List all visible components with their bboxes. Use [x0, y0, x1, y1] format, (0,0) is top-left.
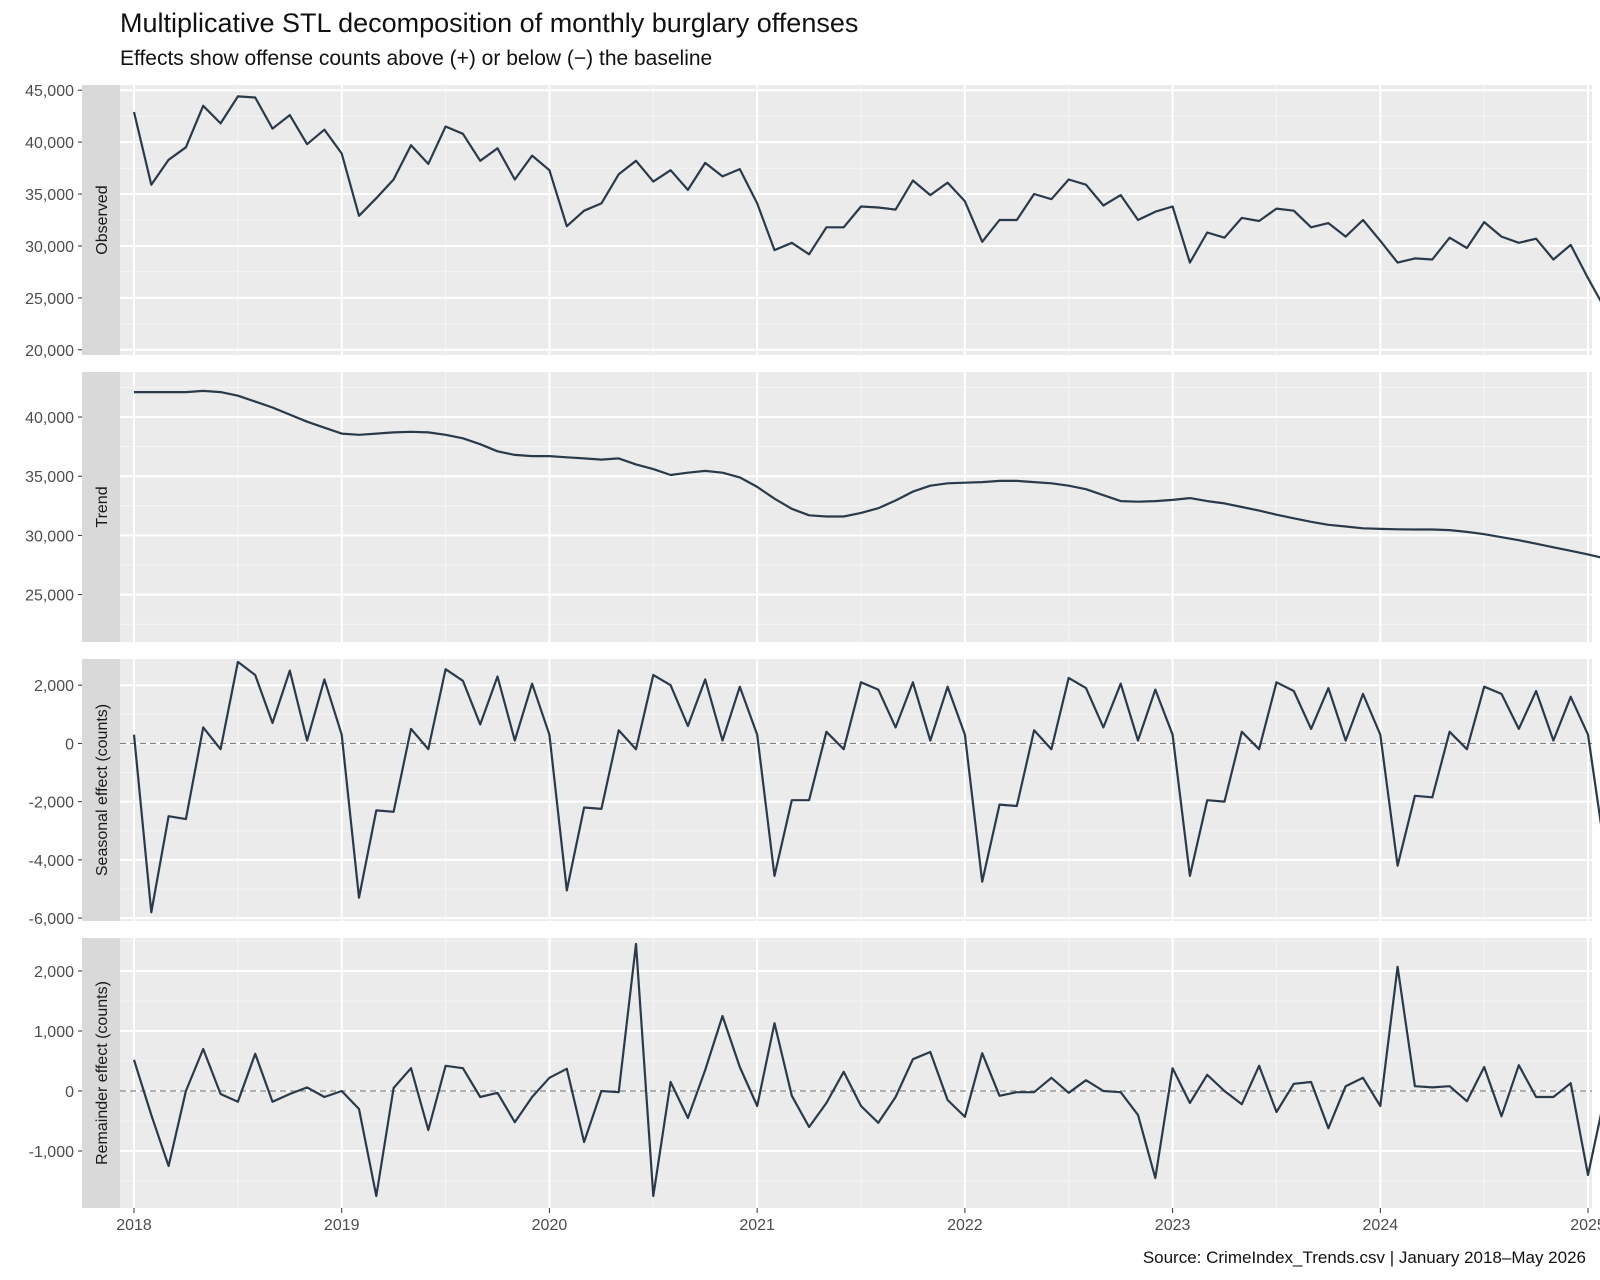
y-tick-label: 40,000 [25, 135, 74, 152]
panel-2: 25,000 30,000 35,000 40,000 Trend [25, 372, 1600, 642]
y-tick-label: 40,000 [25, 410, 74, 427]
y-tick-label: 2,000 [34, 964, 74, 981]
panel-strip [82, 938, 120, 1208]
panel-strip [82, 85, 120, 355]
panel-strip-label: Observed [94, 185, 111, 254]
y-tick-label: 25,000 [25, 588, 74, 605]
series-line-trend [134, 389, 1600, 559]
series-line-remainder-effect-counts- [132, 942, 1600, 1198]
y-tick-label: -4,000 [29, 853, 74, 870]
x-tick-label: 2021 [739, 1217, 775, 1234]
y-tick-label: 30,000 [25, 239, 74, 256]
panel-strip [82, 372, 120, 642]
panel-strip-label: Remainder effect (counts) [94, 981, 111, 1165]
y-tick-label: 35,000 [25, 187, 74, 204]
panel-3: -6,000 -4,000 -2,000 0 2,000 Seasonal effect … [29, 659, 1600, 928]
x-tick-label: 2025 [1570, 1217, 1600, 1234]
y-tick-label: 25,000 [25, 291, 74, 308]
x-tick-label: 2018 [116, 1217, 152, 1234]
y-tick-label: 0 [65, 1084, 74, 1101]
y-tick-label: 0 [65, 736, 74, 753]
series-line-seasonal-effect-counts- [132, 660, 1600, 914]
x-tick-label: 2022 [947, 1217, 983, 1234]
panel-1: 20,000 25,000 30,000 35,000 40,000 45,000 Obse… [25, 83, 1600, 360]
chart-title: Multiplicative STL decomposition of mont… [120, 8, 859, 38]
y-tick-label: -6,000 [29, 911, 74, 928]
x-tick-label: 2024 [1363, 1217, 1399, 1234]
chart-caption: Source: CrimeIndex_Trends.csv | January … [1142, 1248, 1586, 1267]
y-tick-label: 35,000 [25, 469, 74, 486]
y-tick-label: 2,000 [34, 678, 74, 695]
y-tick-label: 20,000 [25, 343, 74, 360]
series-line-observed [132, 95, 1600, 303]
panel-strip-label: Trend [94, 486, 111, 527]
panel-strip [82, 659, 120, 921]
chart-subtitle: Effects show offense counts above (+) or… [120, 47, 713, 70]
panel-background [120, 938, 1592, 1208]
y-tick-label: 45,000 [25, 83, 74, 100]
x-tick-label: 2019 [324, 1217, 360, 1234]
panel-4: -1,000 0 1,000 2,000 Remainder effect (count… [29, 938, 1600, 1208]
x-tick-label: 2023 [1155, 1217, 1191, 1234]
y-tick-label: 30,000 [25, 528, 74, 545]
panel-strip-label: Seasonal effect (counts) [94, 704, 111, 876]
y-tick-label: -2,000 [29, 795, 74, 812]
y-tick-label: 1,000 [34, 1024, 74, 1041]
y-tick-label: -1,000 [29, 1144, 74, 1161]
x-tick-label: 2020 [532, 1217, 568, 1234]
